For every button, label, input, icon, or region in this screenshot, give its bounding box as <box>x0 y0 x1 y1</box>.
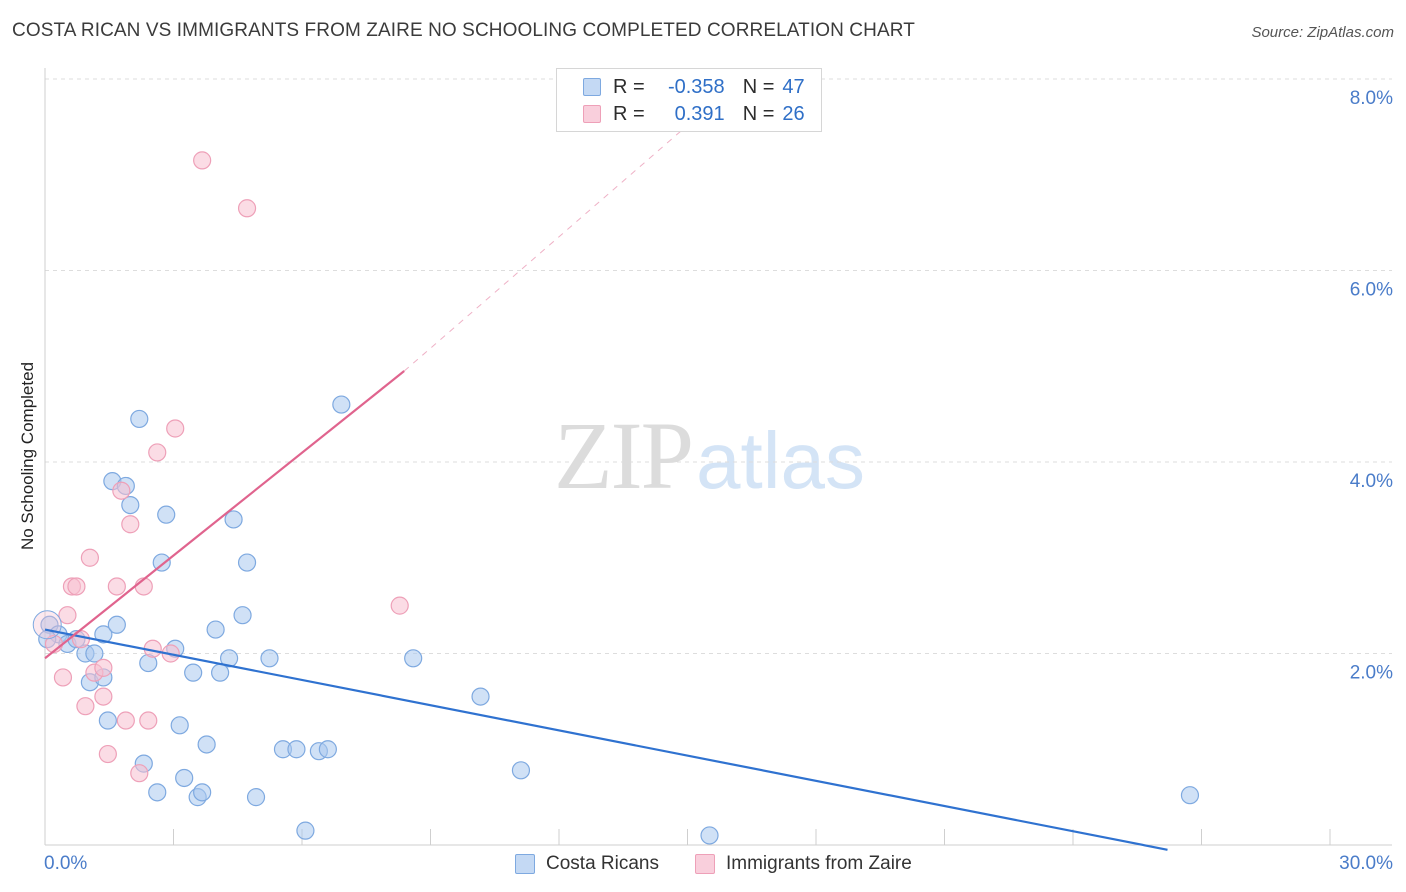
legend-costa-ricans: Costa Ricans <box>515 852 659 876</box>
zaire-trendline-extension <box>403 78 742 372</box>
zaire-point <box>76 697 95 716</box>
zaire-point <box>53 668 73 687</box>
legend-swatch-costa-ricans <box>515 854 535 874</box>
costa-rican-point <box>700 826 719 845</box>
zaire-point <box>166 419 185 438</box>
legend-label-costa-ricans: Costa Ricans <box>546 853 659 874</box>
legend-immigrants-zaire: Immigrants from Zaire <box>695 852 912 876</box>
costa-rican-point <box>511 761 531 780</box>
costa-rican-trendline <box>44 628 1168 851</box>
legend-r-label: R = <box>613 75 645 98</box>
costa-rican-point <box>287 740 306 759</box>
zaire-point <box>237 199 257 218</box>
zaire-point <box>116 711 135 730</box>
legend-label-immigrants-zaire: Immigrants from Zaire <box>726 853 912 874</box>
costa-rican-point <box>175 768 194 788</box>
costa-rican-point <box>233 606 252 625</box>
cluster-point <box>32 610 62 640</box>
zaire-trendline <box>44 370 405 660</box>
source-credit: Source: ZipAtlas.com <box>1251 24 1394 41</box>
costa-rican-point <box>148 783 167 802</box>
legend-row-zaire: R = 0.391 N = 26 <box>583 101 805 127</box>
legend-r-label: R = <box>613 102 645 125</box>
legend-swatch-immigrants-zaire <box>695 854 715 874</box>
correlation-legend: R = -0.358 N = 47 R = 0.391 N = 26 <box>556 68 822 132</box>
costa-rican-point <box>260 649 279 668</box>
zaire-point <box>121 515 140 534</box>
costa-rican-point <box>1180 786 1200 805</box>
costa-rican-point <box>107 615 126 634</box>
costa-rican-point <box>193 783 212 802</box>
y-tick-label: 4.0% <box>1350 471 1393 492</box>
costa-rican-point <box>237 553 257 572</box>
legend-r-value: 0.391 <box>674 102 725 125</box>
zaire-point <box>94 658 113 677</box>
legend-n-label: N = <box>742 102 775 125</box>
zaire-point <box>58 606 77 625</box>
zaire-point <box>193 151 212 170</box>
zaire-point <box>390 596 409 615</box>
costa-rican-point <box>157 505 176 524</box>
costa-rican-point <box>152 553 171 572</box>
costa-rican-point <box>224 510 243 529</box>
zaire-point <box>67 577 86 596</box>
costa-rican-point <box>94 625 113 644</box>
costa-rican-point <box>121 495 140 515</box>
legend-n-label: N = <box>742 75 775 98</box>
x-tick-label: 0.0% <box>44 853 87 874</box>
costa-rican-point <box>85 644 104 663</box>
y-tick-label: 2.0% <box>1350 663 1393 684</box>
x-tick-label: 30.0% <box>1339 853 1393 874</box>
legend-n-value: 47 <box>782 75 805 98</box>
zaire-point <box>130 764 149 783</box>
costa-rican-point <box>296 821 315 840</box>
legend-row-costa-ricans: R = -0.358 N = 47 <box>583 74 805 100</box>
legend-swatch-pink <box>583 105 601 123</box>
y-tick-label: 8.0% <box>1350 88 1393 109</box>
zaire-point <box>139 711 158 730</box>
zaire-point <box>94 687 113 706</box>
costa-rican-point <box>206 620 225 639</box>
legend-n-value: 26 <box>782 102 805 125</box>
costa-rican-point <box>98 711 117 730</box>
legend-r-value: -0.358 <box>667 75 725 98</box>
costa-rican-point <box>246 788 266 807</box>
costa-rican-point <box>318 740 337 759</box>
costa-rican-point <box>197 735 216 754</box>
zaire-point <box>107 577 126 596</box>
zaire-point <box>148 443 167 462</box>
zaire-point <box>98 744 117 764</box>
zaire-point <box>112 481 131 500</box>
y-tick-label: 6.0% <box>1350 280 1393 301</box>
costa-rican-point <box>471 687 490 706</box>
legend-swatch-blue <box>583 78 601 96</box>
y-axis-label: No Schooling Completed <box>18 361 37 551</box>
zaire-point <box>80 548 100 567</box>
costa-rican-point <box>404 649 423 668</box>
chart-title: COSTA RICAN VS IMMIGRANTS FROM ZAIRE NO … <box>12 20 915 41</box>
costa-rican-point <box>130 409 149 429</box>
costa-rican-point <box>170 716 189 735</box>
costa-rican-point <box>184 663 203 682</box>
costa-rican-point <box>332 395 351 414</box>
